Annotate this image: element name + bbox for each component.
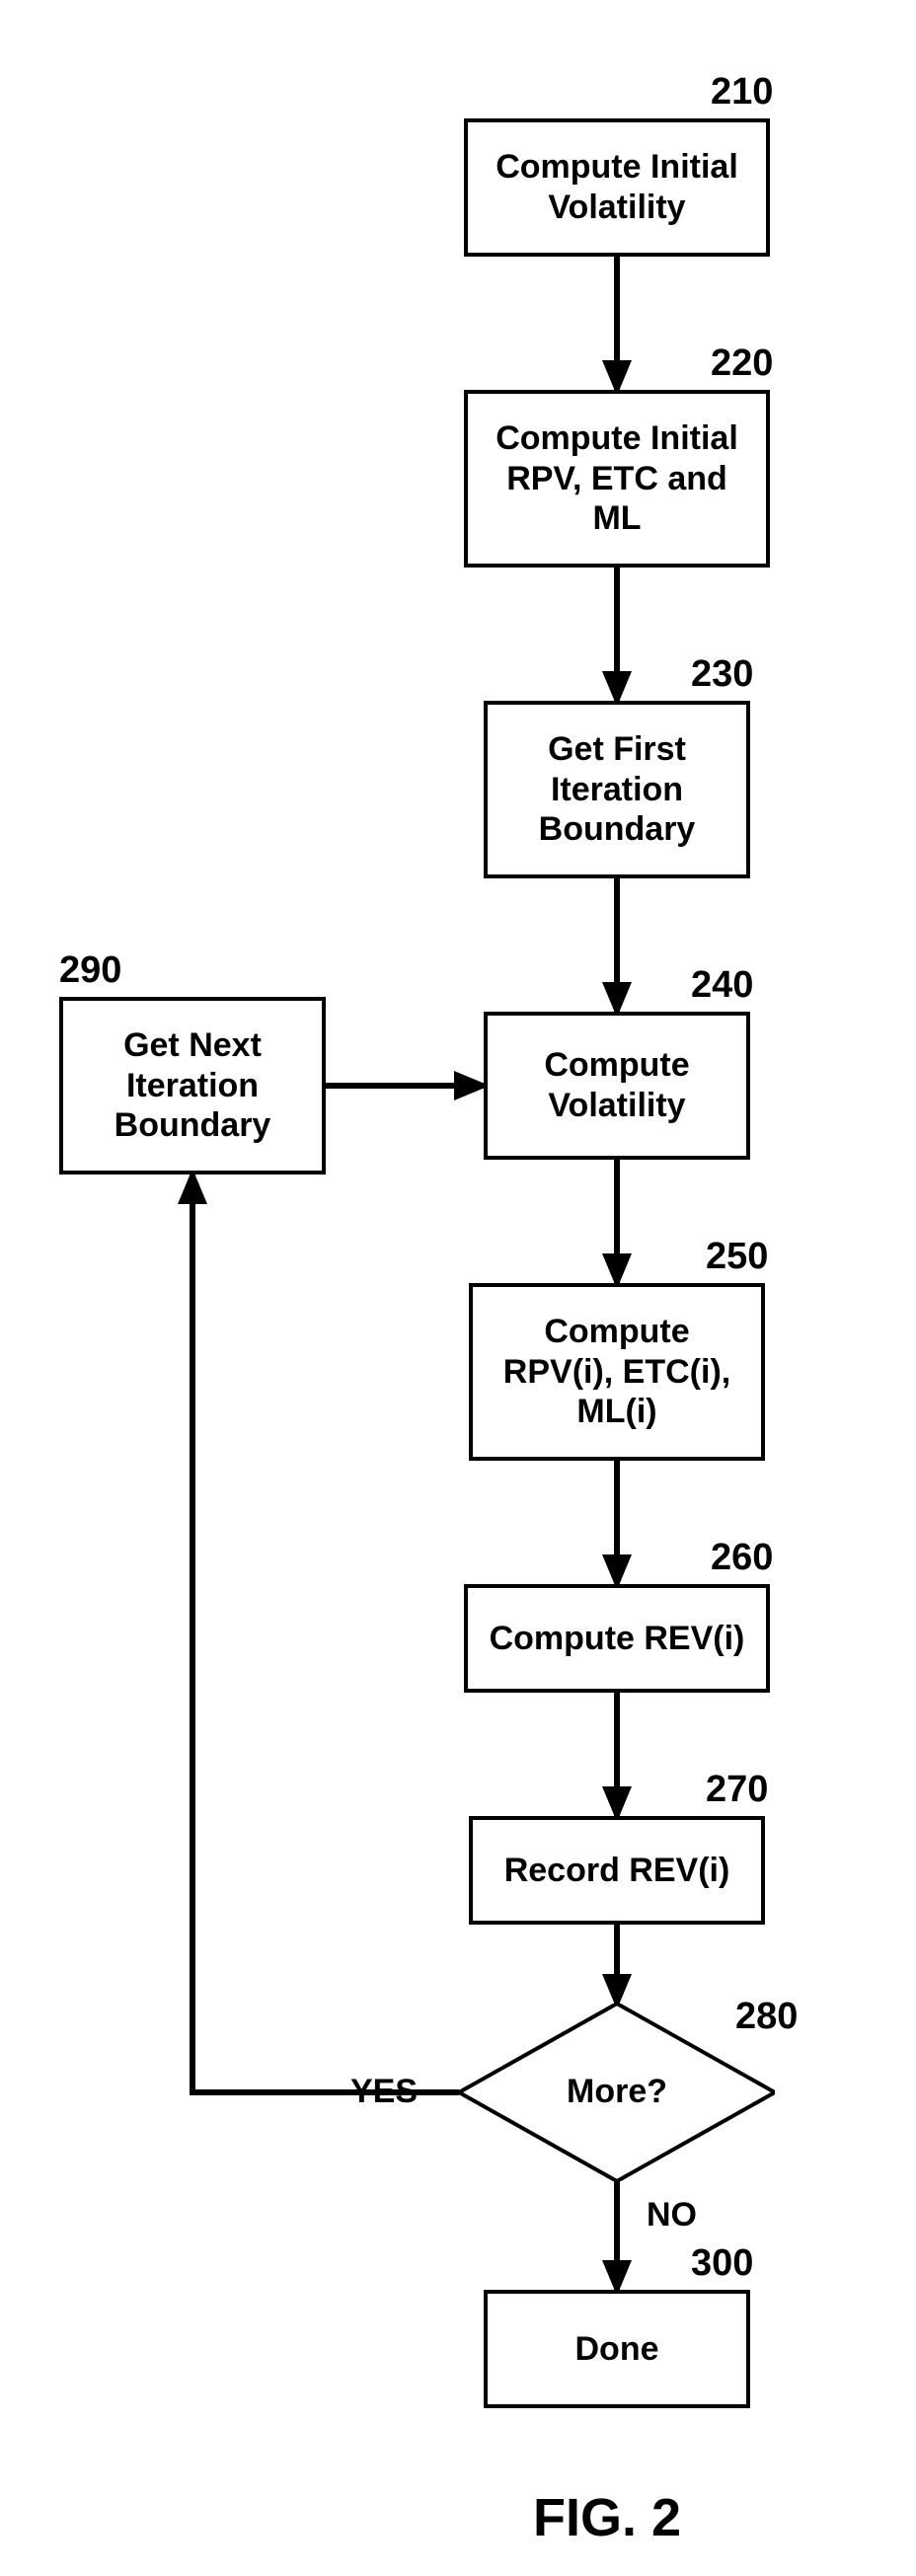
node-number-210: 210 (711, 71, 773, 114)
edge-label-yes: YES (350, 2073, 418, 2111)
node-n240: ComputeVolatility (484, 1012, 750, 1160)
node-n300: Done (484, 2290, 750, 2408)
node-label-n230: Get FirstIterationBoundary (539, 729, 696, 850)
node-n210: Compute InitialVolatility (464, 118, 770, 257)
node-n290: Get NextIterationBoundary (59, 997, 326, 1174)
node-label-n270: Record REV(i) (504, 1851, 730, 1891)
node-label-n240: ComputeVolatility (544, 1045, 689, 1126)
edge-label-no: NO (647, 2196, 697, 2235)
node-number-230: 230 (691, 653, 753, 696)
node-number-290: 290 (59, 949, 121, 992)
node-label-n210: Compute InitialVolatility (496, 147, 738, 228)
node-label-n280: More? (459, 2073, 775, 2111)
edge-n280-n290 (192, 1174, 459, 2092)
node-label-n290: Get NextIterationBoundary (114, 1025, 271, 1146)
node-label-n250: ComputeRPV(i), ETC(i),ML(i) (503, 1312, 730, 1432)
node-n260: Compute REV(i) (464, 1584, 770, 1693)
node-number-250: 250 (706, 1236, 768, 1278)
node-number-220: 220 (711, 342, 773, 385)
node-number-240: 240 (691, 964, 753, 1007)
node-number-280: 280 (735, 1996, 798, 2038)
node-label-n300: Done (575, 2329, 659, 2370)
node-label-n260: Compute REV(i) (490, 1619, 745, 1659)
node-n280: More? (459, 2004, 775, 2181)
node-number-270: 270 (706, 1769, 768, 1811)
node-n230: Get FirstIterationBoundary (484, 701, 750, 878)
node-n250: ComputeRPV(i), ETC(i),ML(i) (469, 1283, 765, 1461)
node-label-n220: Compute InitialRPV, ETC andML (496, 418, 738, 539)
node-number-260: 260 (711, 1537, 773, 1579)
node-n270: Record REV(i) (469, 1816, 765, 1925)
node-n220: Compute InitialRPV, ETC andML (464, 390, 770, 568)
node-number-300: 300 (691, 2242, 753, 2285)
figure-label: FIG. 2 (533, 2487, 681, 2548)
